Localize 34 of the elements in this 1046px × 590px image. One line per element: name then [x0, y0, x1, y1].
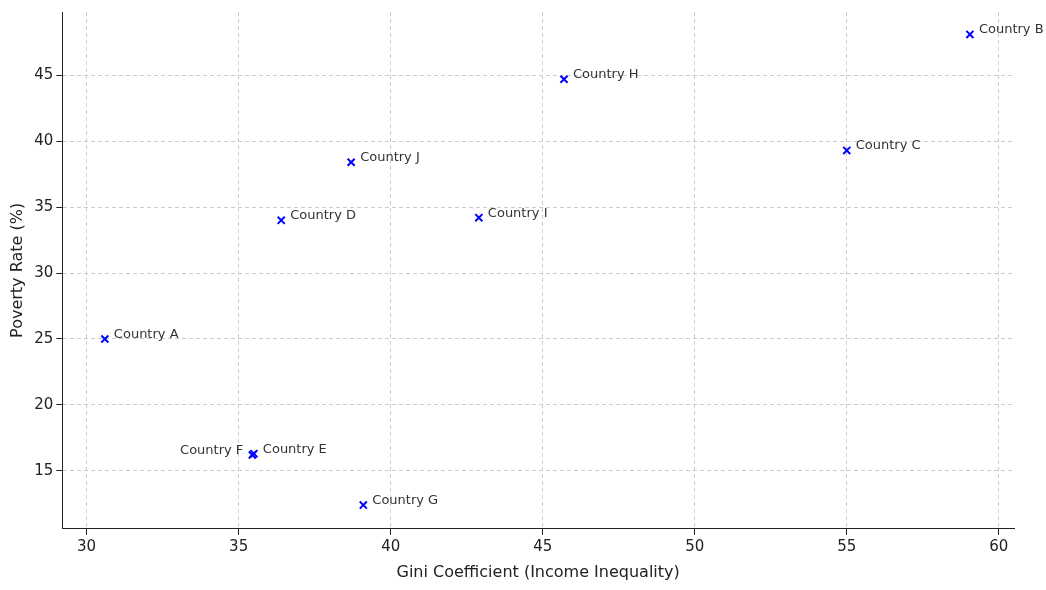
annotation: Country C: [855, 137, 921, 153]
y-tick-label: 15: [34, 460, 54, 479]
x-tick-label: 40: [381, 536, 401, 555]
annotation: Country H: [572, 66, 639, 82]
x-tick-label: 45: [533, 536, 553, 555]
point: [346, 157, 356, 167]
y-tick-label: 30: [34, 262, 54, 281]
annotation: Country A: [113, 325, 179, 341]
y-tick-label: 40: [34, 131, 54, 150]
y-tick-label: 45: [34, 65, 54, 84]
annotation: Country E: [262, 440, 327, 456]
x-tick-label: 35: [229, 536, 249, 555]
x-tick-label: 30: [77, 536, 97, 555]
point: [965, 29, 975, 39]
annotation: Country B: [978, 21, 1044, 37]
x-tick-label: 55: [837, 536, 857, 555]
point: [559, 74, 569, 84]
y-axis-title: Poverty Rate (%): [6, 202, 26, 338]
point: [358, 500, 368, 510]
point: [276, 215, 286, 225]
x-tick-label: 60: [989, 536, 1009, 555]
point: [842, 145, 852, 155]
point: [100, 334, 110, 344]
x-axis-title: Gini Coefficient (Income Inequality): [396, 561, 680, 581]
annotation: Country G: [372, 491, 439, 507]
point: [474, 213, 484, 223]
annotation: Country D: [290, 207, 357, 223]
x-tick-label: 50: [685, 536, 705, 555]
annotation: Country F: [180, 441, 244, 457]
annotation: Country J: [360, 149, 420, 165]
annotation: Country I: [487, 204, 548, 220]
y-tick-label: 35: [34, 197, 54, 216]
y-tick-label: 20: [34, 394, 54, 413]
y-tick-label: 25: [34, 328, 54, 347]
